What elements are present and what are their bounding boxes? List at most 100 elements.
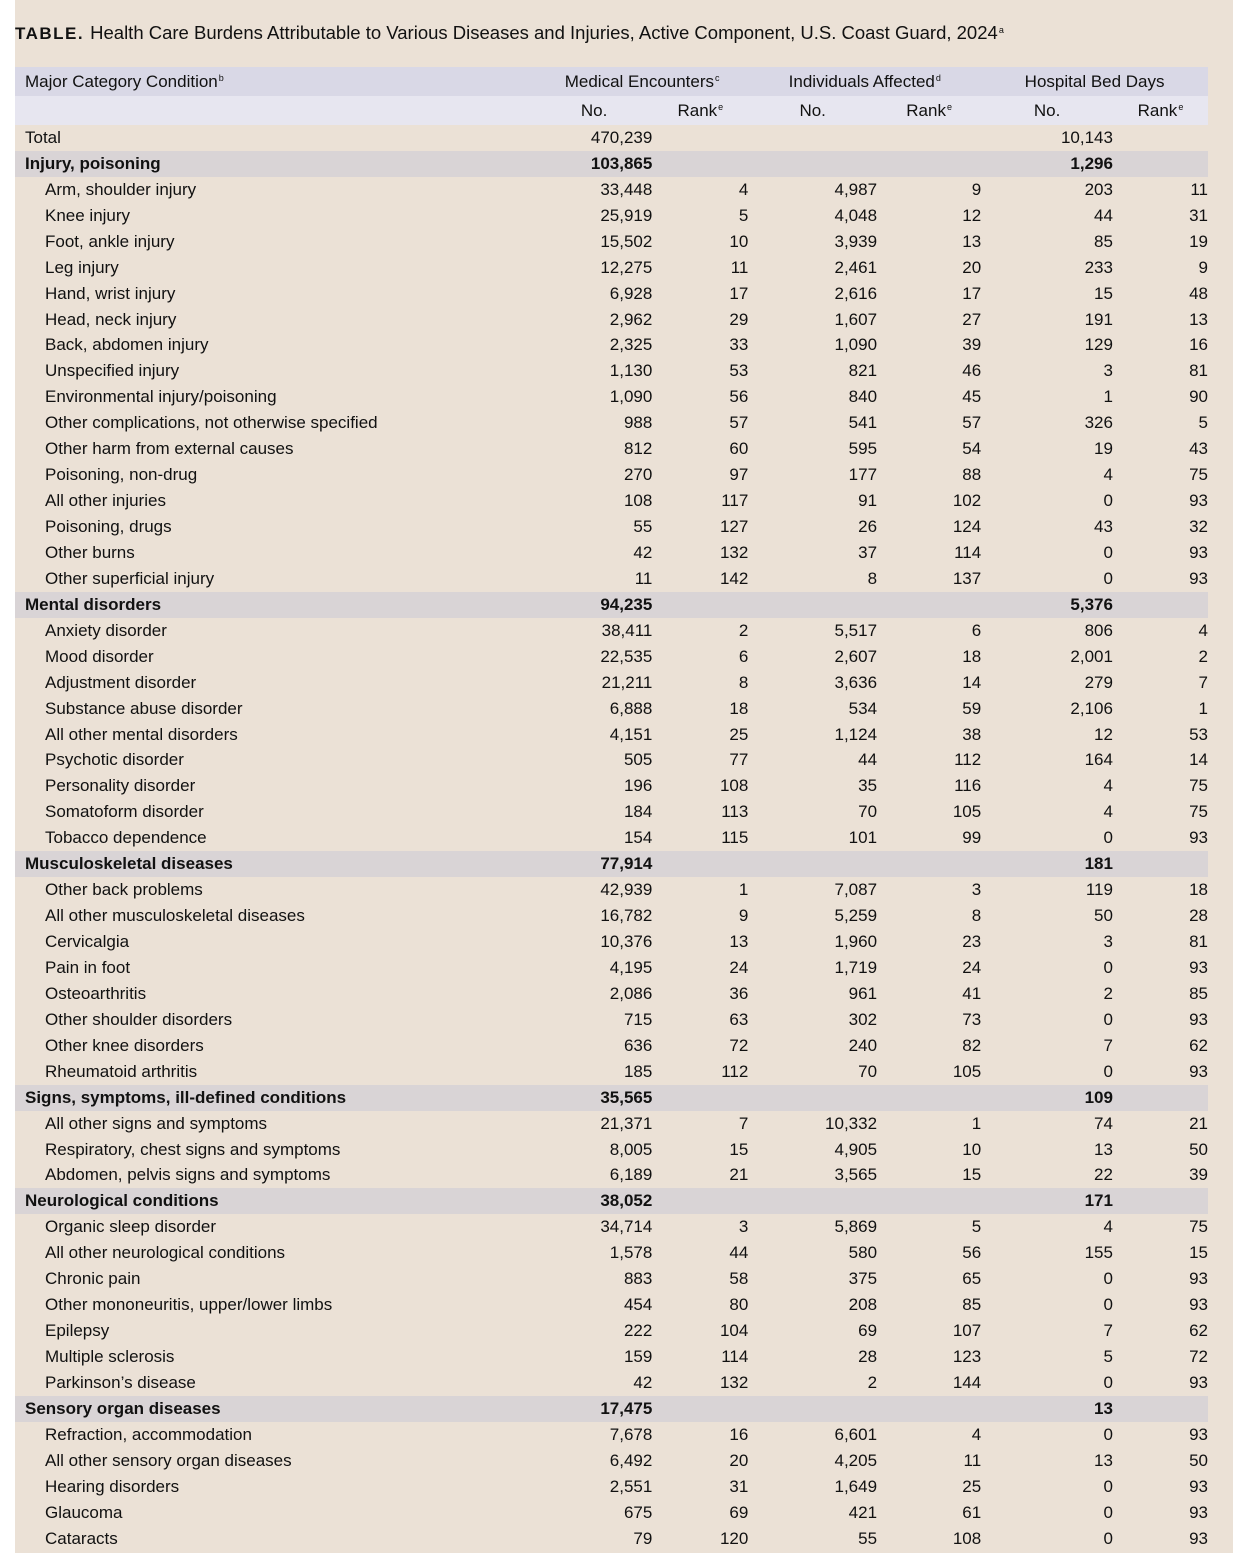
cell-bed-days-rank: 11 xyxy=(1190,179,1208,199)
cell-individuals-affected-no: 4,987 xyxy=(834,179,878,199)
cell-individuals-affected-no xyxy=(748,125,877,151)
table-row: All other signs and symptoms 21,371 7 10,33… xyxy=(15,1111,1208,1137)
cell-medical-encounters-no: 16,782 xyxy=(600,906,653,926)
cell-medical-encounters-rank: 31 xyxy=(729,1476,749,1496)
cell-individuals-affected-rank: 11 xyxy=(963,1450,982,1470)
cell-medical-encounters-no: 2,551 xyxy=(609,1476,653,1496)
cell-bed-days-no: 4 xyxy=(1103,776,1113,796)
cell-individuals-affected-no: 70 xyxy=(858,802,878,822)
cell-individuals-affected-no: 1,719 xyxy=(834,957,878,977)
cell-medical-encounters-rank: 16 xyxy=(729,1424,749,1444)
cell-bed-days-rank: 75 xyxy=(1189,1217,1208,1237)
cell-medical-encounters-rank: 108 xyxy=(719,776,749,796)
cell-individuals-affected-rank: 88 xyxy=(962,465,982,485)
cell-medical-encounters-rank: 3 xyxy=(738,1217,749,1237)
cell-condition: Cervicalgia xyxy=(45,932,130,952)
cell-medical-encounters-no: 79 xyxy=(633,1528,653,1548)
table-row: Adjustment disorder 21,211 8 3,636 14 279 7 xyxy=(15,670,1208,696)
cell-medical-encounters-no: 154 xyxy=(623,828,653,848)
cell-medical-encounters-rank: 25 xyxy=(729,724,749,744)
table-row: Other burns 42 132 37 114 0 93 xyxy=(15,540,1208,566)
table-row: Other harm from external causes 812 60 595 5… xyxy=(15,436,1208,462)
cell-condition: Hearing disorders xyxy=(45,1476,180,1496)
category-row: Musculoskeletal diseases 77,914 181 xyxy=(15,851,1208,878)
table-row: Cataracts 79 120 55 108 0 93 xyxy=(15,1526,1208,1552)
cell-individuals-affected-no: 3,636 xyxy=(834,672,878,692)
cell-bed-days-no: 119 xyxy=(1085,880,1113,900)
cell-bed-days-rank: 13 xyxy=(1189,309,1208,329)
title-text: Health Care Burdens Attributable to Vari… xyxy=(90,22,998,43)
cell-condition: Organic sleep disorder xyxy=(45,1217,217,1237)
cell-condition: Back, abdomen injury xyxy=(45,335,209,355)
cell-condition: Hand, wrist injury xyxy=(45,283,176,303)
cell-individuals-affected-no: 7,087 xyxy=(834,880,878,900)
cell-condition: Foot, ankle injury xyxy=(45,231,175,251)
cell-individuals-affected-rank: 38 xyxy=(962,724,982,744)
table-row: Psychotic disorder 505 77 44 112 164 14 xyxy=(15,748,1208,774)
cell-individuals-affected-rank: 27 xyxy=(962,309,982,329)
table-row: Other back problems 42,939 1 7,087 3 119 18 xyxy=(15,877,1208,903)
cell-condition: Tobacco dependence xyxy=(45,828,207,848)
cell-individuals-affected-no: 35 xyxy=(858,776,878,796)
cell-bed-days-rank xyxy=(1112,591,1208,618)
cell-bed-days-no: 0 xyxy=(1103,1009,1113,1029)
cell-bed-days-no: 191 xyxy=(1084,309,1113,329)
cell-individuals-affected-rank: 123 xyxy=(952,1347,982,1367)
cell-individuals-affected-rank: 14 xyxy=(962,672,982,692)
cell-bed-days-rank: 53 xyxy=(1189,724,1208,744)
table-row: Chronic pain 883 58 375 65 0 93 xyxy=(15,1266,1208,1292)
cell-bed-days-rank: 14 xyxy=(1189,750,1208,770)
cell-individuals-affected-no: 5,869 xyxy=(834,1217,878,1237)
cell-condition: Cataracts xyxy=(45,1528,118,1548)
cell-condition: Respiratory, chest signs and symptoms xyxy=(45,1139,341,1159)
cell-condition: Other knee disorders xyxy=(45,1035,204,1055)
cell-individuals-affected-no: 44 xyxy=(858,750,878,770)
cell-medical-encounters-no: 11 xyxy=(634,568,653,588)
cell-bed-days-no: 1,296 xyxy=(981,150,1113,177)
table-row: Other complications, not otherwise speci… xyxy=(15,410,1208,436)
cell-medical-encounters-no: 883 xyxy=(623,1269,653,1289)
cell-individuals-affected-no: 1,649 xyxy=(834,1476,878,1496)
cell-individuals-affected-rank: 116 xyxy=(954,776,982,796)
cell-medical-encounters-rank: 21 xyxy=(729,1165,749,1185)
cell-medical-encounters-rank xyxy=(652,591,749,618)
cell-individuals-affected-no xyxy=(748,1395,878,1422)
cell-individuals-affected-rank: 105 xyxy=(952,802,982,822)
cell-medical-encounters-no: 21,371 xyxy=(600,1113,653,1133)
cell-condition: Knee injury xyxy=(45,205,131,225)
cell-bed-days-no: 0 xyxy=(1103,1424,1113,1444)
cell-individuals-affected-no: 4,905 xyxy=(834,1139,878,1159)
cell-medical-encounters-rank: 36 xyxy=(729,983,749,1003)
table-row: Hearing disorders 2,551 31 1,649 25 0 93 xyxy=(15,1474,1208,1500)
cell-medical-encounters-rank: 33 xyxy=(729,335,749,355)
cell-individuals-affected-rank: 105 xyxy=(952,1061,982,1081)
cell-medical-encounters-no: 55 xyxy=(633,517,653,537)
cell-individuals-affected-no: 1,090 xyxy=(834,335,878,355)
footnote-d: d xyxy=(935,72,941,83)
cell-bed-days-no: 203 xyxy=(1084,179,1113,199)
cell-bed-days-rank: 93 xyxy=(1189,542,1208,562)
cell-condition: Adjustment disorder xyxy=(45,672,197,692)
cell-medical-encounters-no: 2,086 xyxy=(609,983,653,1003)
table-row: Anxiety disorder 38,411 2 5,517 6 806 4 xyxy=(15,618,1208,644)
cell-individuals-affected-rank: 23 xyxy=(962,932,982,952)
cell-medical-encounters-no: 15,502 xyxy=(600,231,653,251)
cell-medical-encounters-rank: 127 xyxy=(719,517,749,537)
cell-condition: Other shoulder disorders xyxy=(45,1009,233,1029)
cell-medical-encounters-no: 22,535 xyxy=(600,646,653,666)
cell-individuals-affected-no: 240 xyxy=(848,1035,878,1055)
cell-individuals-affected-no: 3,939 xyxy=(834,231,878,251)
cell-bed-days-no: 0 xyxy=(1103,1295,1113,1315)
cell-bed-days-no: 3 xyxy=(1103,932,1113,952)
cell-medical-encounters-no: 2,325 xyxy=(609,335,653,355)
table-row: All other musculoskeletal diseases 16,782… xyxy=(15,903,1208,929)
table-row: All other sensory organ diseases 6,492 20 4… xyxy=(15,1448,1208,1474)
cell-medical-encounters-rank: 6 xyxy=(738,646,749,666)
cell-bed-days-no: 3 xyxy=(1103,361,1113,381)
cell-condition: All other signs and symptoms xyxy=(45,1113,268,1133)
cell-medical-encounters-no: 1,090 xyxy=(609,387,653,407)
cell-bed-days-no: 0 xyxy=(1103,1372,1113,1392)
cell-medical-encounters-no: 6,492 xyxy=(609,1450,653,1470)
cell-medical-encounters-no: 94,235 xyxy=(535,591,653,618)
cell-condition: Leg injury xyxy=(45,257,119,277)
